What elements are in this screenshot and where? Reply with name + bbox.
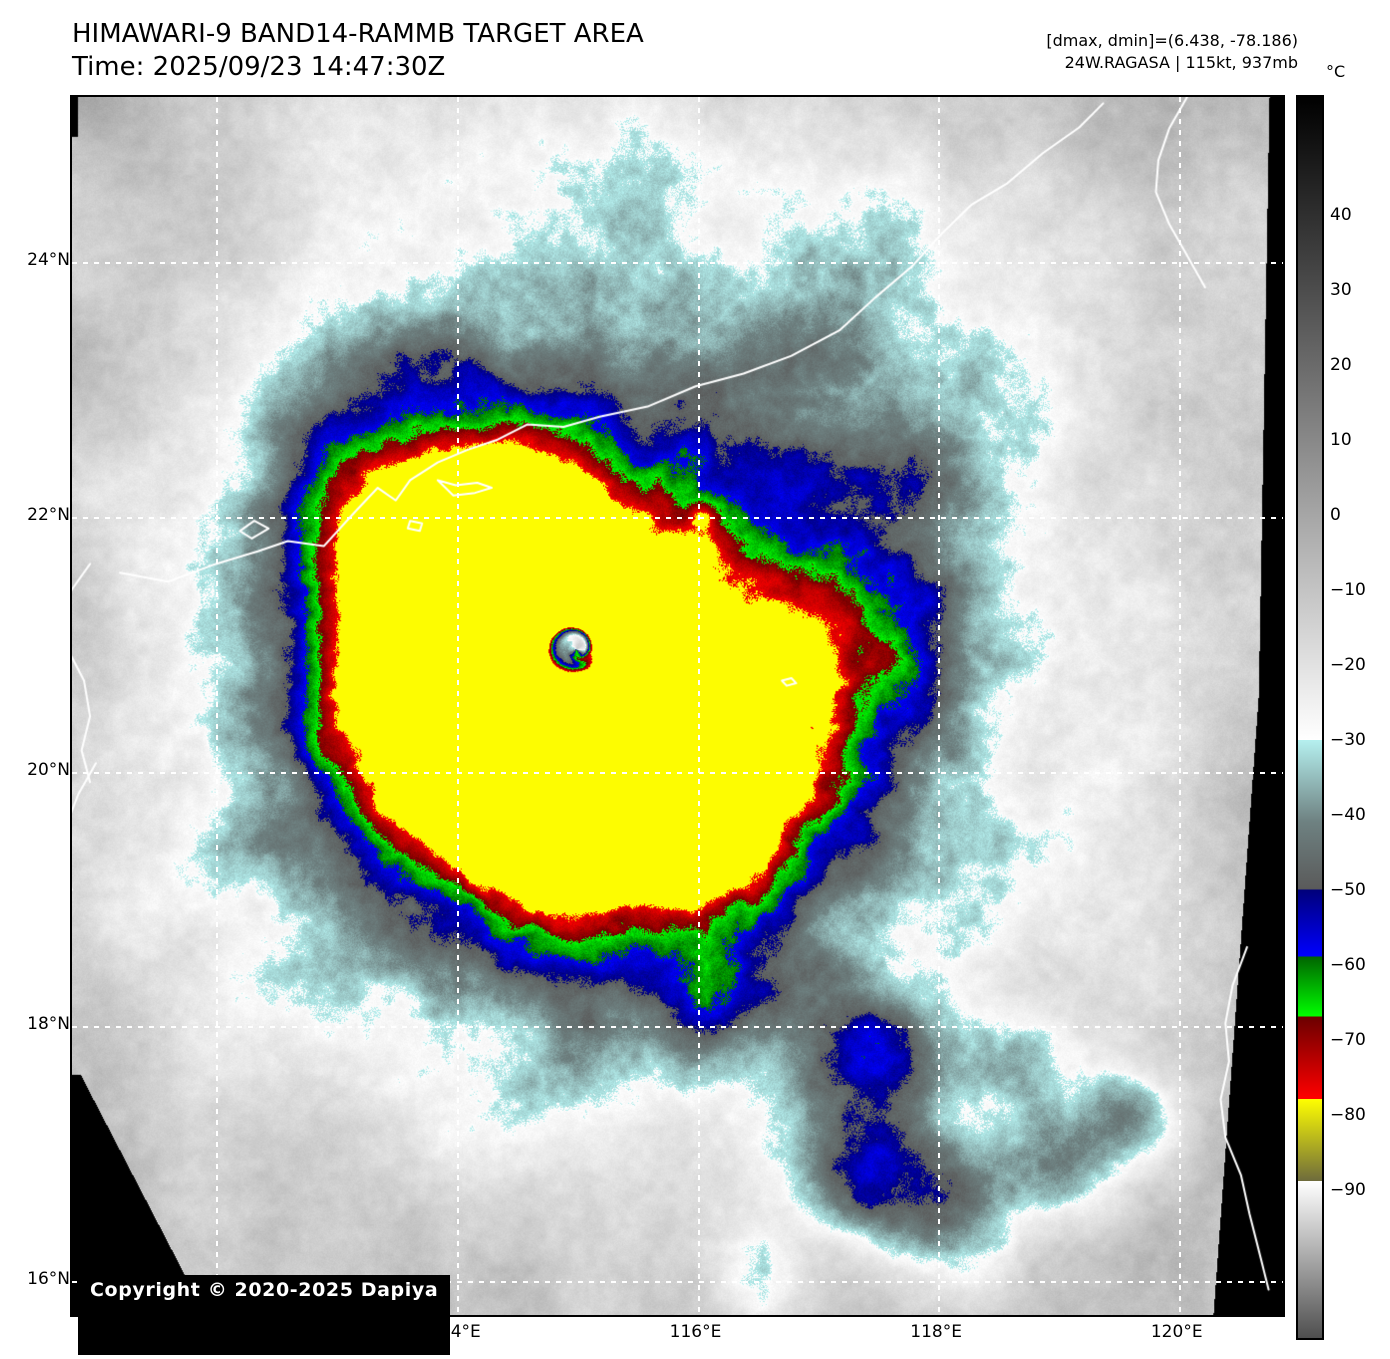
colorbar-tick-label: −30 — [1330, 730, 1366, 750]
colorbar-tick-label: −90 — [1330, 1180, 1366, 1200]
colorbar-tick-label: −70 — [1330, 1030, 1366, 1050]
longitude-tick-label: 116°E — [669, 1322, 722, 1342]
satellite-image-plot[interactable] — [70, 95, 1285, 1317]
header-metadata-block: [dmax, dmin]=(6.438, -78.186) 24W.RAGASA… — [1046, 30, 1298, 74]
latitude-tick-label: 22°N — [27, 505, 70, 526]
colorbar-gradient — [1296, 95, 1324, 1340]
colorbar-tick-label: 0 — [1330, 505, 1341, 525]
colorbar-tick-label: −10 — [1330, 580, 1366, 600]
storm-info-label: 24W.RAGASA | 115kt, 937mb — [1064, 53, 1298, 72]
colorbar-tick-label: 10 — [1330, 430, 1352, 450]
timestamp-label: Time: 2025/09/23 14:47:30Z — [72, 52, 446, 82]
longitude-tick-label: 120°E — [1150, 1322, 1203, 1342]
colorbar-tick-label: −60 — [1330, 955, 1366, 975]
colorbar-tick-label: 40 — [1330, 205, 1352, 225]
colorbar-tick-label: −40 — [1330, 805, 1366, 825]
header-title-block: HIMAWARI-9 BAND14-RAMMB TARGET AREA Time… — [72, 18, 644, 84]
page-title: HIMAWARI-9 BAND14-RAMMB TARGET AREA — [72, 19, 644, 49]
satellite-imagery-canvas — [72, 97, 1283, 1315]
colorbar-tick-label: −20 — [1330, 655, 1366, 675]
colorbar-tick-label: 30 — [1330, 280, 1352, 300]
latitude-tick-label: 24°N — [27, 250, 70, 271]
colorbar[interactable] — [1296, 95, 1324, 1340]
copyright-watermark: Copyright © 2020-2025 Dapiya — [78, 1275, 451, 1355]
longitude-tick-label: 118°E — [910, 1322, 962, 1342]
latitude-tick-label: 20°N — [27, 759, 70, 780]
colorbar-tick-label: −80 — [1330, 1105, 1366, 1125]
colorbar-tick-label: −50 — [1330, 880, 1366, 900]
data-range-label: [dmax, dmin]=(6.438, -78.186) — [1046, 31, 1298, 50]
latitude-tick-label: 16°N — [27, 1268, 70, 1289]
colorbar-unit-label: °C — [1326, 62, 1346, 81]
latitude-tick-label: 18°N — [27, 1014, 70, 1035]
colorbar-tick-label: 20 — [1330, 355, 1352, 375]
